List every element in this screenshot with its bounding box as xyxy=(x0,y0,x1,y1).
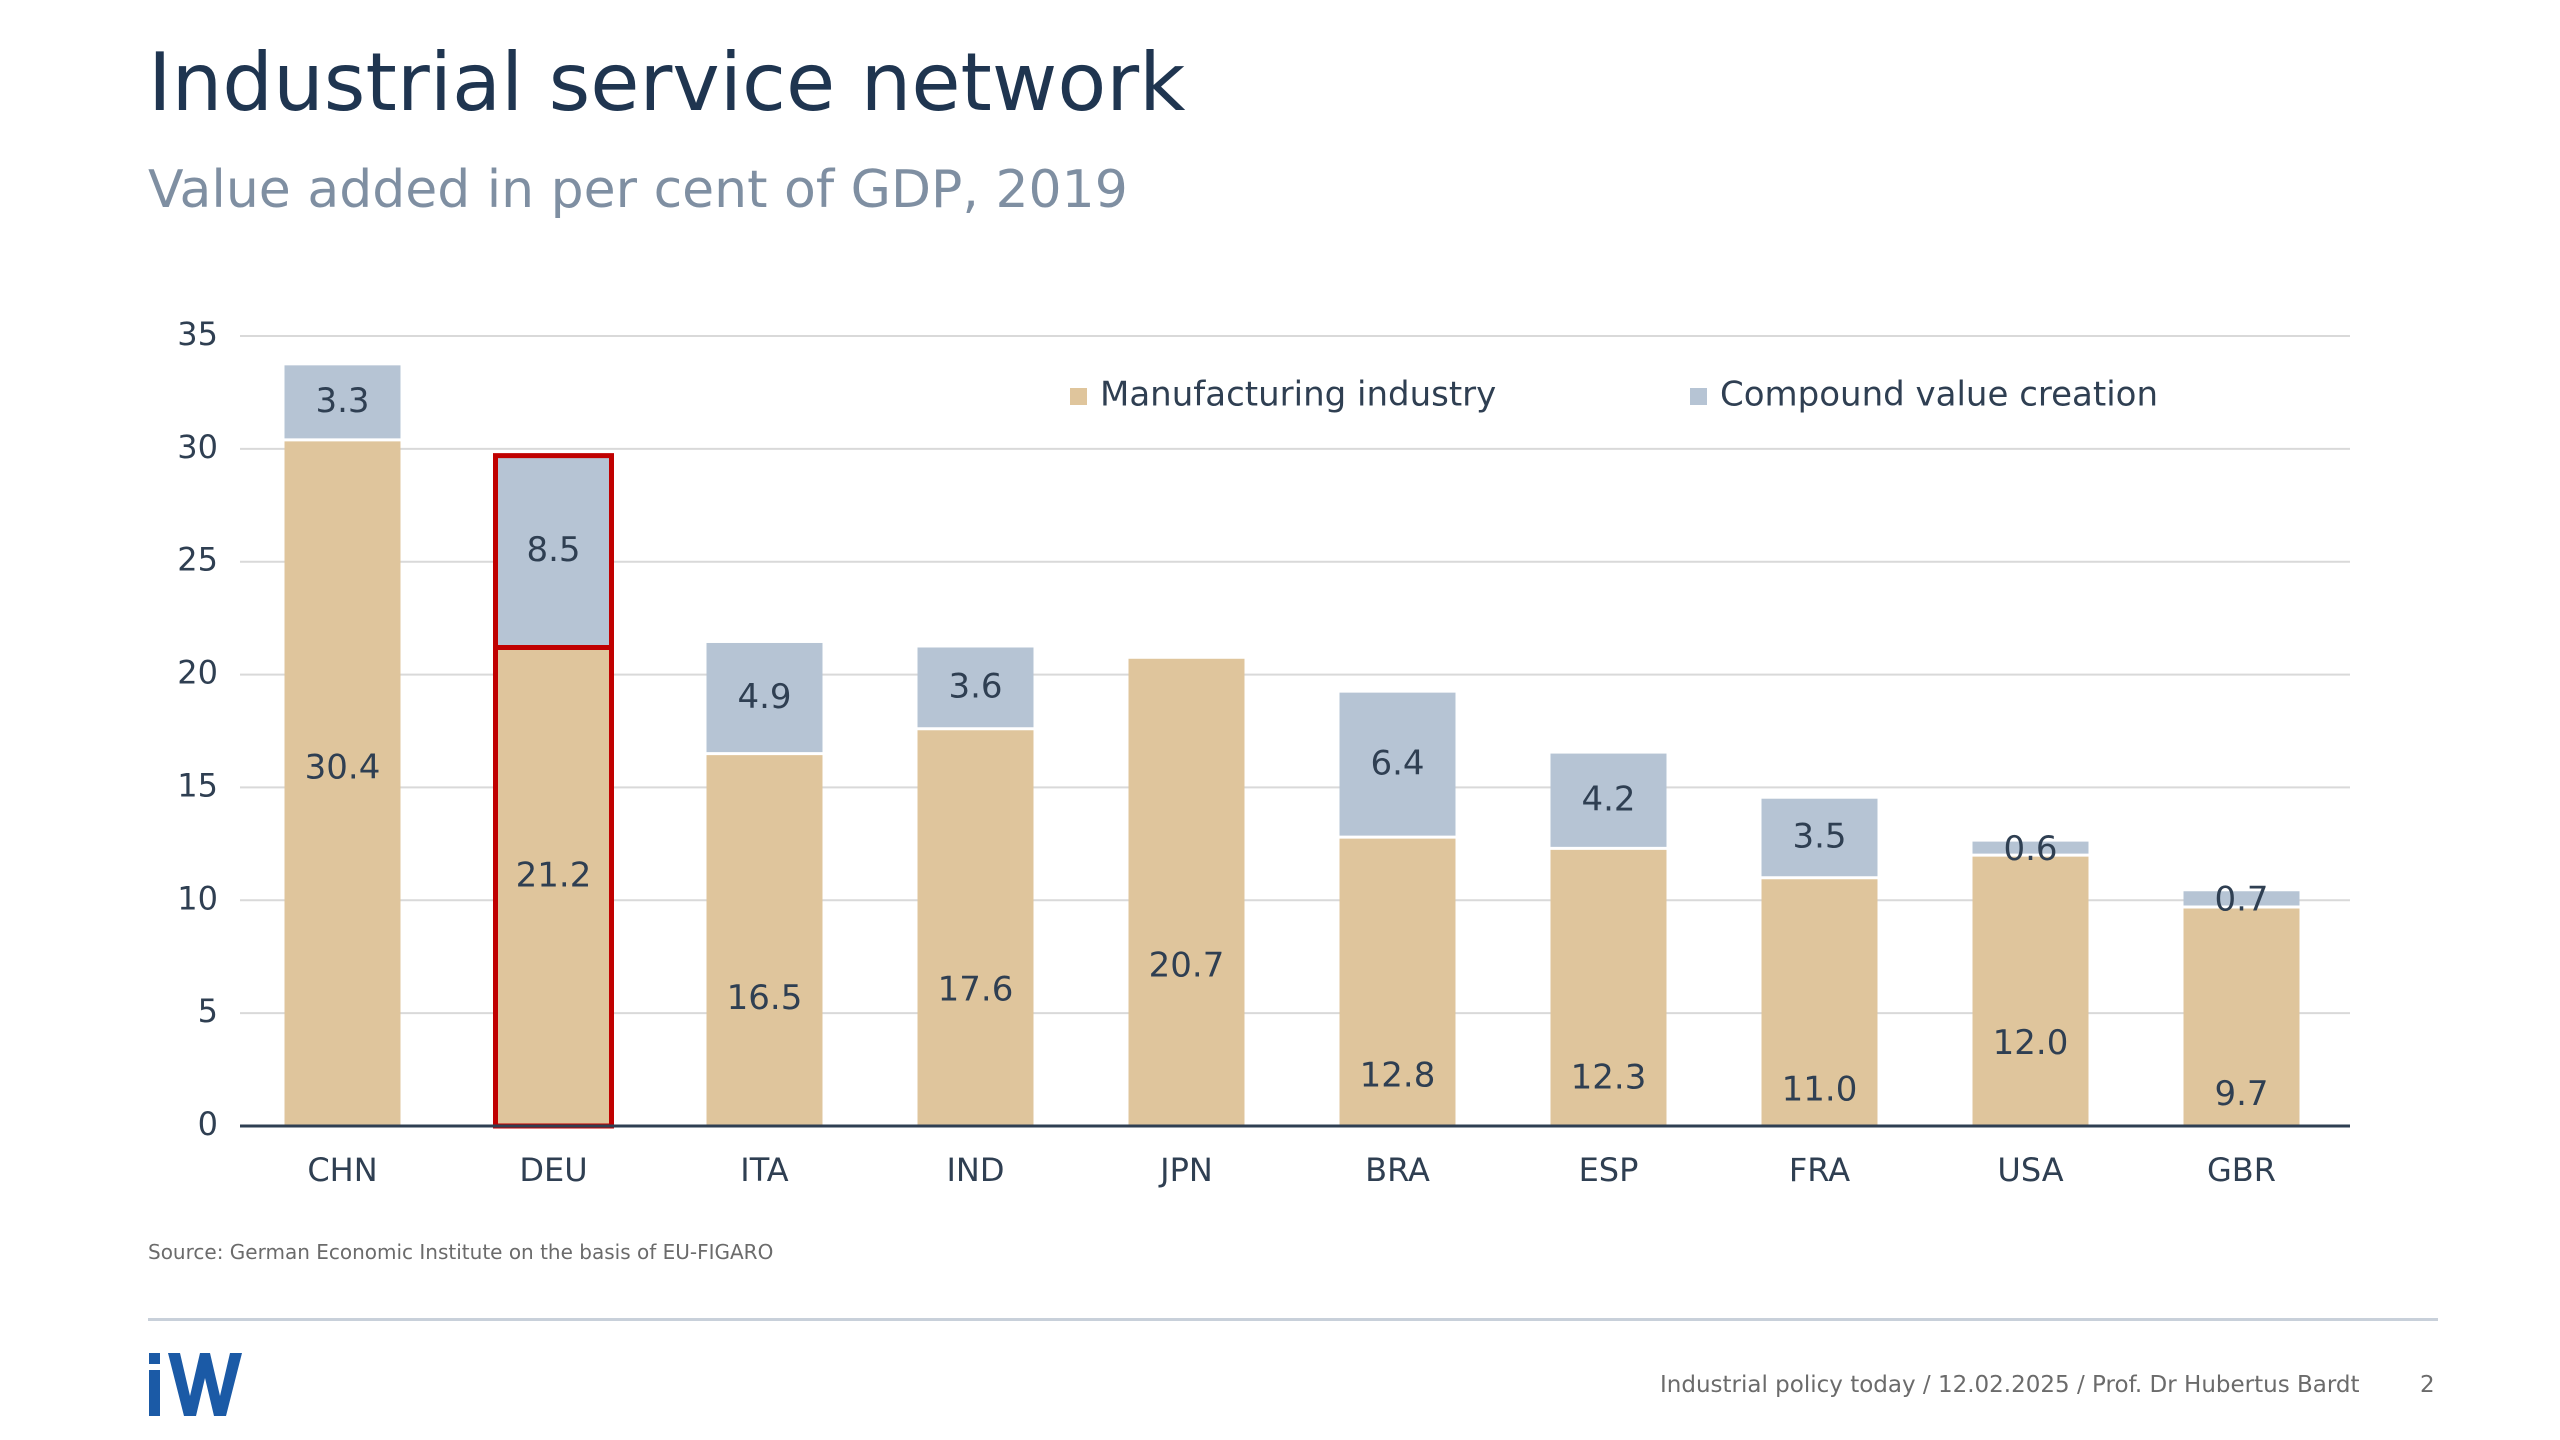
data-label-compound: 3.5 xyxy=(1792,817,1846,857)
data-label-compound: 0.6 xyxy=(2003,829,2057,869)
bar-compound xyxy=(1339,692,1456,838)
x-tick-label: BRA xyxy=(1365,1151,1430,1189)
data-label-compound: 4.9 xyxy=(737,677,791,717)
bar-compound xyxy=(2183,891,2300,908)
y-tick-label: 10 xyxy=(177,879,218,917)
data-label-compound: 6.4 xyxy=(1370,743,1424,783)
bar-manufacturing xyxy=(706,753,823,1126)
data-label-manufacturing: 17.6 xyxy=(938,969,1014,1009)
x-tick-label: USA xyxy=(1997,1151,2063,1189)
data-label-compound: 0.7 xyxy=(2214,880,2268,920)
data-label-compound: 8.5 xyxy=(526,530,580,570)
data-label-compound: 3.6 xyxy=(948,667,1002,707)
y-tick-label: 25 xyxy=(177,541,218,579)
bar-compound xyxy=(1972,841,2089,856)
x-tick-label: IND xyxy=(946,1151,1004,1189)
footer-divider xyxy=(148,1318,2438,1321)
data-label-manufacturing: 12.3 xyxy=(1571,1057,1647,1097)
bar-manufacturing xyxy=(1761,877,1878,1126)
bar-manufacturing xyxy=(1550,848,1667,1126)
y-tick-label: 35 xyxy=(177,315,218,353)
bar-manufacturing xyxy=(2183,907,2300,1126)
legend-label: Manufacturing industry xyxy=(1100,375,1496,415)
x-tick-label: GBR xyxy=(2207,1151,2276,1189)
bar-compound xyxy=(495,455,612,648)
data-label-manufacturing: 12.8 xyxy=(1360,1055,1436,1095)
data-label-compound: 3.3 xyxy=(315,381,369,421)
bar-manufacturing xyxy=(917,728,1034,1126)
data-label-compound: 4.2 xyxy=(1581,779,1635,819)
data-label-manufacturing: 11.0 xyxy=(1782,1070,1858,1110)
y-tick-label: 15 xyxy=(177,766,218,804)
x-tick-label: FRA xyxy=(1789,1151,1850,1189)
bar-manufacturing xyxy=(1128,658,1245,1126)
bar-compound xyxy=(1550,753,1667,849)
data-label-manufacturing: 9.7 xyxy=(2214,1074,2268,1114)
data-label-manufacturing: 20.7 xyxy=(1149,946,1225,986)
bar-manufacturing xyxy=(284,439,401,1126)
data-label-manufacturing: 12.0 xyxy=(1993,1023,2069,1063)
data-label-manufacturing: 30.4 xyxy=(305,748,381,788)
page-number: 2 xyxy=(2420,1372,2435,1398)
y-tick-label: 30 xyxy=(177,428,218,466)
page-title: Industrial service network xyxy=(148,36,1186,129)
bar-compound xyxy=(284,365,401,440)
y-tick-label: 20 xyxy=(177,654,218,692)
bar-manufacturing xyxy=(1972,855,2089,1126)
x-tick-label: CHN xyxy=(307,1151,377,1189)
x-tick-label: ESP xyxy=(1579,1151,1639,1189)
bar-compound xyxy=(706,642,823,754)
x-tick-label: DEU xyxy=(519,1151,587,1189)
x-tick-label: JPN xyxy=(1158,1151,1213,1189)
page-subtitle: Value added in per cent of GDP, 2019 xyxy=(148,160,1128,220)
legend-label: Compound value creation xyxy=(1720,375,2158,415)
legend-swatch xyxy=(1070,388,1087,405)
bar-compound xyxy=(1761,798,1878,878)
y-tick-label: 0 xyxy=(198,1105,218,1143)
data-label-manufacturing: 16.5 xyxy=(727,978,803,1018)
legend-swatch xyxy=(1690,388,1707,405)
bar-manufacturing xyxy=(1339,837,1456,1126)
x-tick-label: ITA xyxy=(740,1151,789,1189)
y-tick-label: 5 xyxy=(198,992,218,1030)
source-note: Source: German Economic Institute on the… xyxy=(148,1240,774,1264)
data-label-manufacturing: 21.2 xyxy=(516,856,592,896)
footer-text: Industrial policy today / 12.02.2025 / P… xyxy=(1660,1372,2360,1398)
iw-logo xyxy=(149,1353,242,1416)
bar-manufacturing xyxy=(495,647,612,1126)
bar-compound xyxy=(917,647,1034,729)
